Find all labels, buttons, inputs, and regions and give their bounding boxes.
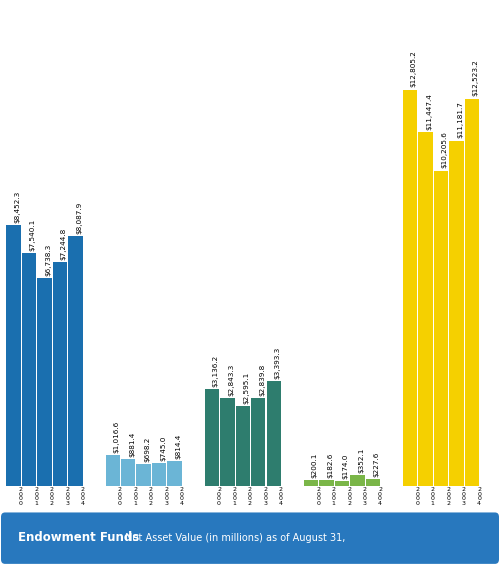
Bar [106, 454, 120, 486]
Text: $227.6: $227.6 [374, 451, 380, 477]
Bar [6, 225, 21, 486]
Text: $1,016.6: $1,016.6 [114, 420, 119, 453]
Bar [38, 278, 52, 486]
Bar [236, 406, 250, 486]
Bar [68, 236, 83, 486]
Text: $814.4: $814.4 [176, 433, 182, 459]
Text: $2,839.8: $2,839.8 [259, 364, 265, 396]
Bar [22, 253, 36, 486]
Bar [449, 141, 464, 486]
Bar [304, 480, 318, 486]
Text: $352.1: $352.1 [358, 448, 364, 473]
Text: $7,540.1: $7,540.1 [30, 219, 36, 251]
Text: $881.4: $881.4 [129, 432, 135, 457]
Text: $174.0: $174.0 [342, 453, 348, 479]
Text: $182.6: $182.6 [327, 453, 333, 479]
Text: $11,181.7: $11,181.7 [457, 101, 463, 138]
Text: $11,447.4: $11,447.4 [426, 93, 432, 129]
Text: $3,393.3: $3,393.3 [274, 347, 280, 379]
Text: $12,805.2: $12,805.2 [410, 50, 416, 87]
Text: Net Asset Value (in millions) as of August 31,: Net Asset Value (in millions) as of Augu… [122, 533, 346, 543]
Text: $2,843.3: $2,843.3 [228, 364, 234, 396]
Bar [121, 459, 136, 486]
Bar [319, 480, 334, 486]
Text: $6,738.3: $6,738.3 [46, 244, 52, 276]
Bar [204, 389, 219, 486]
Bar [366, 479, 380, 486]
Bar [434, 171, 448, 486]
Bar [266, 381, 281, 486]
Bar [402, 90, 417, 486]
Text: $698.2: $698.2 [144, 437, 150, 463]
Text: $12,523.2: $12,523.2 [472, 59, 478, 96]
Bar [334, 480, 349, 486]
Bar [350, 475, 364, 486]
Text: $3,136.2: $3,136.2 [212, 355, 218, 387]
Text: $10,205.6: $10,205.6 [442, 131, 448, 168]
Bar [136, 464, 151, 486]
Text: Endowment Funds: Endowment Funds [18, 531, 139, 545]
Bar [220, 398, 234, 486]
Text: $200.1: $200.1 [312, 453, 318, 478]
Bar [464, 99, 479, 486]
Bar [152, 463, 166, 486]
Text: $7,244.8: $7,244.8 [61, 228, 67, 260]
Text: $8,087.9: $8,087.9 [76, 202, 82, 234]
Bar [418, 132, 432, 486]
Bar [53, 262, 68, 486]
Text: $2,595.1: $2,595.1 [244, 372, 250, 404]
Bar [251, 398, 266, 486]
Text: $745.0: $745.0 [160, 436, 166, 461]
Text: $8,452.3: $8,452.3 [14, 190, 20, 223]
Bar [168, 460, 182, 486]
